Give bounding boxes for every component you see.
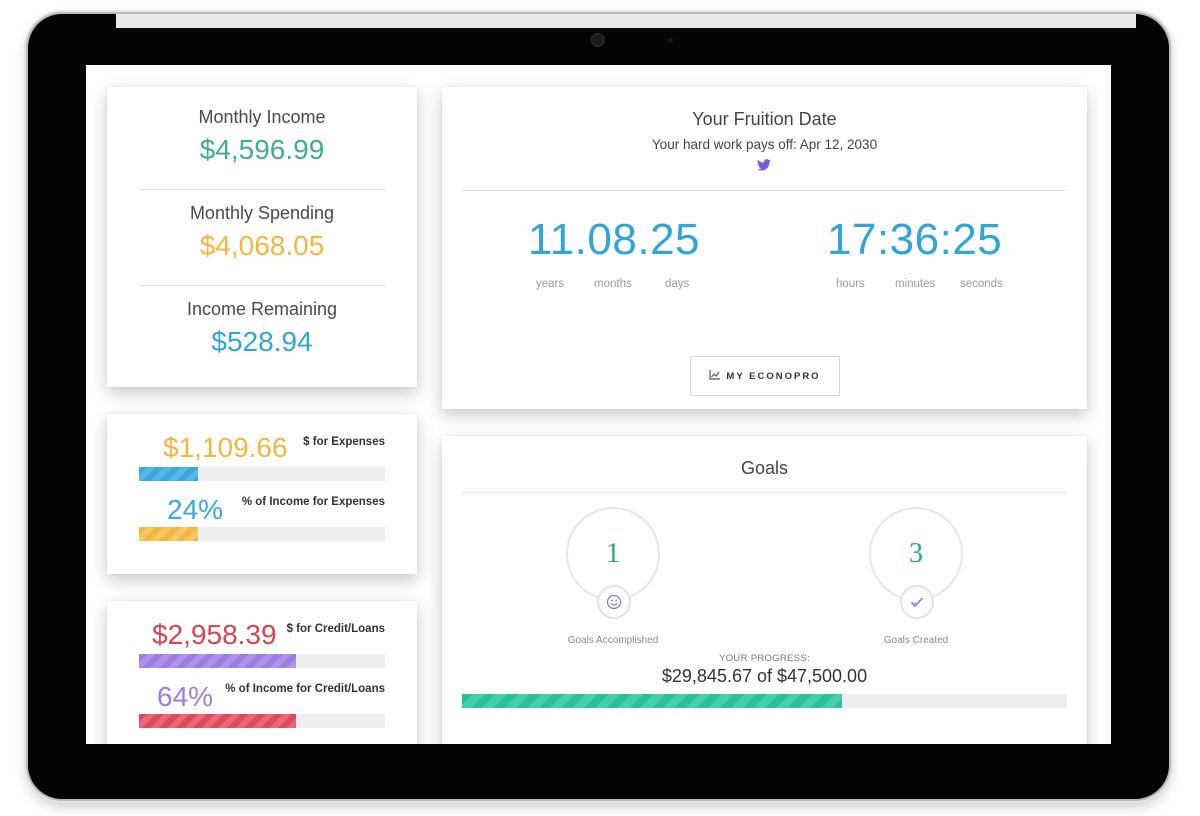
goals-progress-bar	[462, 694, 1067, 708]
monthly-income: Monthly Income $4,596.99	[139, 107, 385, 166]
progress-label: YOUR PROGRESS:	[719, 653, 810, 664]
expenses-amount: $1,109.66	[163, 432, 288, 463]
credit-amount-bar-fill	[139, 654, 297, 668]
my-econopro-label: MY ECONOPRO	[726, 370, 821, 382]
smiley-icon	[597, 585, 631, 619]
income-summary-card: Monthly Income $4,596.99 Monthly Spendin…	[107, 87, 417, 387]
goals-accomplished-count: 1	[606, 538, 620, 569]
goals-progress-bar-fill	[462, 694, 842, 708]
years-label: years	[536, 278, 565, 290]
goals-created-label: Goals Created	[883, 635, 949, 646]
time-countdown: 17:36:25	[827, 215, 1003, 264]
expenses-amount-bar-fill	[139, 467, 199, 481]
goals-accomplished-label: Goals Accomplished	[567, 635, 659, 646]
fruition-date-card: Your Fruition Date Your hard work pays o…	[442, 87, 1087, 409]
credit-amount: $2,958.39	[152, 619, 277, 650]
expenses-percent: 24%	[167, 494, 224, 525]
credit-loans-card: $2,958.39 $ for Credit/Loans 64% % of In…	[107, 601, 417, 744]
hours-label: hours	[836, 278, 865, 290]
monthly-spending-label: Monthly Spending	[189, 203, 335, 223]
expenses-percent-bar-fill	[139, 527, 199, 541]
monthly-income-value: $4,596.99	[199, 134, 325, 165]
progress-value: $29,845.67 of $47,500.00	[661, 666, 868, 686]
goals-created-count: 3	[909, 538, 923, 569]
credit-percent-bar-fill	[139, 714, 297, 728]
expenses-percent-bar	[139, 527, 385, 541]
divider	[139, 189, 385, 190]
divider	[139, 285, 385, 286]
monthly-spending-value: $4,068.05	[199, 230, 325, 261]
chart-icon	[709, 369, 721, 383]
dashboard-screen: Monthly Income $4,596.99 Monthly Spendin…	[86, 65, 1111, 744]
check-icon	[900, 585, 934, 619]
sensor-dot	[668, 38, 673, 43]
credit-percent-label: % of Income for Credit/Loans	[225, 683, 385, 695]
income-remaining: Income Remaining $528.94	[139, 299, 385, 358]
camera-icon	[591, 33, 605, 47]
credit-percent-bar	[139, 714, 385, 728]
divider	[462, 190, 1067, 191]
months-label: months	[594, 278, 632, 290]
monthly-income-label: Monthly Income	[198, 107, 326, 127]
minutes-label: minutes	[895, 278, 936, 290]
twitter-icon[interactable]	[757, 159, 771, 174]
goals-card: Goals 1 Goals Accomplished 3 Goals Creat…	[442, 436, 1087, 744]
seconds-label: seconds	[960, 278, 1003, 290]
income-remaining-value: $528.94	[211, 326, 313, 357]
fruition-title: Your Fruition Date	[692, 109, 837, 129]
date-countdown: 11.08.25	[528, 215, 701, 264]
credit-amount-label: $ for Credit/Loans	[286, 623, 385, 635]
credit-percent: 64%	[157, 681, 214, 712]
income-remaining-label: Income Remaining	[186, 299, 338, 319]
credit-amount-bar	[139, 654, 385, 668]
expenses-amount-bar	[139, 467, 385, 481]
days-label: days	[665, 278, 690, 290]
expenses-percent-label: % of Income for Expenses	[241, 496, 385, 508]
divider	[462, 492, 1067, 493]
monthly-spending: Monthly Spending $4,068.05	[139, 203, 385, 262]
background-strip	[116, 14, 1136, 28]
expenses-amount-label: $ for Expenses	[303, 436, 385, 448]
fruition-subtitle: Your hard work pays off: Apr 12, 2030	[651, 137, 878, 152]
expenses-card: $1,109.66 $ for Expenses 24% % of Income…	[107, 414, 417, 574]
tablet-bezel: Monthly Income $4,596.99 Monthly Spendin…	[28, 14, 1169, 799]
goals-title: Goals	[740, 458, 789, 478]
my-econopro-button[interactable]: MY ECONOPRO	[690, 356, 840, 396]
